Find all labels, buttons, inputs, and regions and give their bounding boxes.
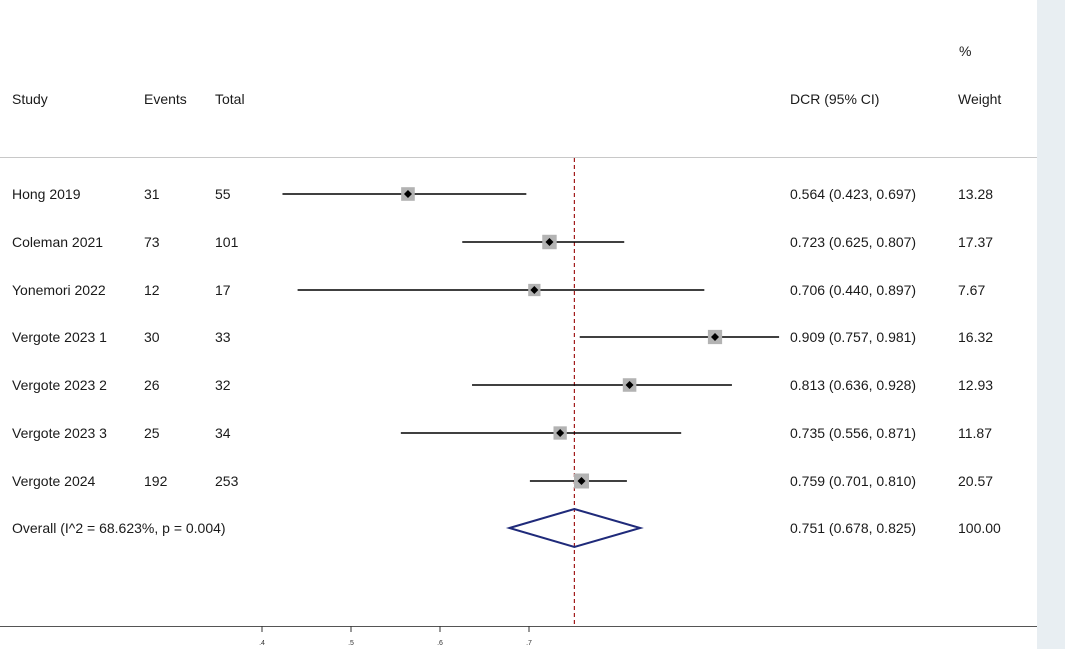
events-value: 192 xyxy=(144,473,168,489)
forest-plot-svg: .4 .5 .6 .7 xyxy=(259,158,780,647)
ci-text: 0.735 (0.556, 0.871) xyxy=(790,425,917,441)
total-value: 34 xyxy=(215,425,231,441)
x-tick-label: .4 xyxy=(259,640,265,647)
point-estimate xyxy=(711,333,720,341)
total-value: 33 xyxy=(215,329,231,345)
header-events: Events xyxy=(144,91,187,107)
total-value: 32 xyxy=(215,377,231,393)
weight-value: 16.32 xyxy=(958,329,994,345)
events-value: 26 xyxy=(144,377,160,393)
weight-value: 17.37 xyxy=(958,234,994,250)
point-estimate xyxy=(530,286,539,294)
study-name: Vergote 2023 2 xyxy=(12,377,107,393)
weight-value: 7.67 xyxy=(958,282,986,298)
weight-value: 13.28 xyxy=(958,186,994,202)
point-estimate xyxy=(556,429,565,437)
weight-value: 12.93 xyxy=(958,377,994,393)
ci-text: 0.759 (0.701, 0.810) xyxy=(790,473,917,489)
study-name: Coleman 2021 xyxy=(12,234,104,250)
events-value: 30 xyxy=(144,329,160,345)
events-value: 12 xyxy=(144,282,160,298)
header-study: Study xyxy=(12,91,48,107)
scrollbar-strip xyxy=(1037,0,1065,649)
events-value: 31 xyxy=(144,186,160,202)
ci-text: 0.909 (0.757, 0.981) xyxy=(790,329,917,345)
overall-diamond xyxy=(505,507,644,549)
point-estimate xyxy=(545,238,554,246)
study-name: Vergote 2023 1 xyxy=(12,329,107,345)
total-value: 253 xyxy=(215,473,239,489)
point-estimate xyxy=(625,381,634,389)
x-tick-label: .7 xyxy=(526,640,532,647)
overall-label: Overall (I^2 = 68.623%, p = 0.004) xyxy=(12,520,226,536)
x-tick-label: .5 xyxy=(348,640,354,647)
x-tick-label: .6 xyxy=(437,640,443,647)
overall-weight: 100.00 xyxy=(958,520,1001,536)
weight-value: 11.87 xyxy=(958,425,992,441)
study-name: Vergote 2023 3 xyxy=(12,425,107,441)
header-weight-percent: % xyxy=(959,43,972,59)
overall-ci-text: 0.751 (0.678, 0.825) xyxy=(790,520,917,536)
header-total: Total xyxy=(215,91,245,107)
weight-value: 20.57 xyxy=(958,473,994,489)
ci-text: 0.813 (0.636, 0.928) xyxy=(790,377,917,393)
total-value: 101 xyxy=(215,234,239,250)
ci-text: 0.706 (0.440, 0.897) xyxy=(790,282,917,298)
header-divider xyxy=(0,157,1037,158)
ci-text: 0.723 (0.625, 0.807) xyxy=(790,234,917,250)
ci-text: 0.564 (0.423, 0.697) xyxy=(790,186,917,202)
total-value: 55 xyxy=(215,186,231,202)
study-name: Hong 2019 xyxy=(12,186,81,202)
x-axis-line xyxy=(0,626,1037,627)
study-name: Vergote 2024 xyxy=(12,473,96,489)
point-estimate xyxy=(403,190,412,198)
study-name: Yonemori 2022 xyxy=(12,282,106,298)
point-estimate xyxy=(577,477,586,485)
events-value: 25 xyxy=(144,425,160,441)
events-value: 73 xyxy=(144,234,160,250)
header-estimate: DCR (95% CI) xyxy=(790,91,880,107)
total-value: 17 xyxy=(215,282,231,298)
header-weight: Weight xyxy=(958,91,1002,107)
